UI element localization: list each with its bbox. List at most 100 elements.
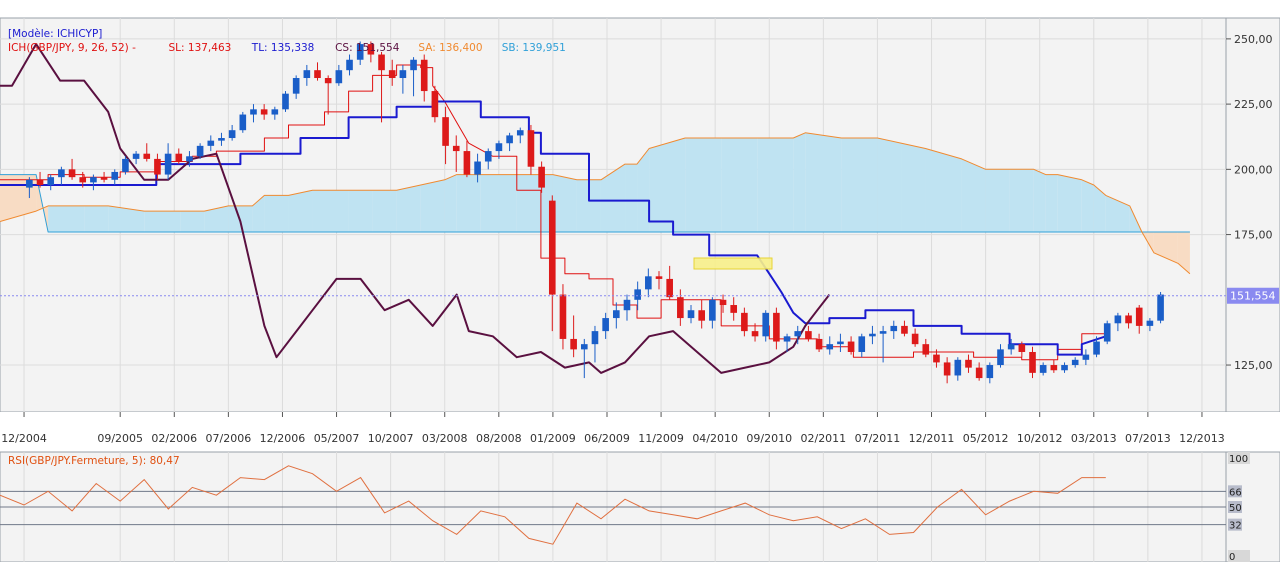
candle-body[interactable] <box>1114 315 1122 324</box>
candle-body[interactable] <box>1018 344 1026 352</box>
candle-body[interactable] <box>36 179 44 185</box>
candle-body[interactable] <box>388 70 396 79</box>
candle-body[interactable] <box>1103 323 1111 342</box>
candle-body[interactable] <box>719 299 727 306</box>
candle-body[interactable] <box>154 158 161 175</box>
candle-body[interactable] <box>901 325 908 334</box>
candle-body[interactable] <box>356 44 364 60</box>
highlight-annotation[interactable] <box>693 257 773 270</box>
candle-body[interactable] <box>303 70 311 79</box>
candle-body[interactable] <box>645 276 652 290</box>
candle-body[interactable] <box>751 331 759 337</box>
candle-body[interactable] <box>837 341 844 345</box>
candle-body[interactable] <box>79 177 87 183</box>
candle-body[interactable] <box>677 297 684 319</box>
candle-body[interactable] <box>431 91 439 118</box>
candle-body[interactable] <box>783 336 791 342</box>
candle-body[interactable] <box>933 354 940 363</box>
candle-body[interactable] <box>805 331 812 339</box>
candle-body[interactable] <box>100 177 108 180</box>
candle-body[interactable] <box>474 161 481 175</box>
candle-body[interactable] <box>666 278 673 298</box>
candle-body[interactable] <box>410 59 417 71</box>
candle-body[interactable] <box>1039 365 1047 373</box>
candle-body[interactable] <box>228 130 236 139</box>
candle-body[interactable] <box>655 276 663 279</box>
candle-body[interactable] <box>879 331 887 334</box>
candle-body[interactable] <box>58 169 65 178</box>
candle-body[interactable] <box>911 333 919 345</box>
candle-body[interactable] <box>367 44 375 55</box>
candle-body[interactable] <box>559 294 567 339</box>
candle-body[interactable] <box>580 344 588 350</box>
candle-body[interactable] <box>314 70 321 79</box>
candle-body[interactable] <box>709 299 716 321</box>
candle-body[interactable] <box>335 70 343 84</box>
candle-body[interactable] <box>47 177 55 185</box>
candle-body[interactable] <box>634 289 641 300</box>
candle-body[interactable] <box>164 153 172 175</box>
candle-body[interactable] <box>527 130 535 167</box>
candle-body[interactable] <box>420 59 428 92</box>
candle-body[interactable] <box>346 59 353 71</box>
candle-body[interactable] <box>207 140 215 146</box>
candle-body[interactable] <box>186 156 193 162</box>
candle-body[interactable] <box>399 70 407 79</box>
candle-body[interactable] <box>1135 307 1143 326</box>
candle-body[interactable] <box>1029 351 1036 373</box>
candle-body[interactable] <box>260 109 268 115</box>
candle-body[interactable] <box>1061 365 1068 371</box>
candle-body[interactable] <box>282 93 289 110</box>
candle-body[interactable] <box>506 135 513 144</box>
candle-body[interactable] <box>218 138 225 141</box>
candle-body[interactable] <box>324 78 332 84</box>
candle-body[interactable] <box>1125 315 1132 324</box>
candle-body[interactable] <box>239 114 247 131</box>
candle-body[interactable] <box>826 344 834 350</box>
candle-body[interactable] <box>975 367 983 379</box>
candle-body[interactable] <box>591 331 599 345</box>
candle-body[interactable] <box>773 312 780 342</box>
candle-body[interactable] <box>1007 344 1015 350</box>
candle-body[interactable] <box>378 54 385 71</box>
candle-body[interactable] <box>538 166 545 188</box>
candle-body[interactable] <box>111 171 119 180</box>
candle-body[interactable] <box>1093 341 1100 355</box>
candle-body[interactable] <box>26 179 33 188</box>
candle-body[interactable] <box>143 153 151 159</box>
candle-body[interactable] <box>1146 320 1154 326</box>
candle-body[interactable] <box>484 151 492 162</box>
candle-body[interactable] <box>1157 294 1164 321</box>
candle-body[interactable] <box>463 151 471 175</box>
candle-body[interactable] <box>250 109 257 115</box>
candle-body[interactable] <box>613 310 620 319</box>
candle-body[interactable] <box>1082 354 1090 360</box>
candle-body[interactable] <box>68 169 76 178</box>
candle-body[interactable] <box>741 312 748 332</box>
candle-body[interactable] <box>90 177 97 183</box>
candle-body[interactable] <box>1050 365 1058 371</box>
candle-body[interactable] <box>815 338 823 350</box>
candle-body[interactable] <box>122 158 129 172</box>
candle-body[interactable] <box>997 349 1004 366</box>
candle-body[interactable] <box>687 310 695 319</box>
candle-body[interactable] <box>943 362 951 376</box>
candle-body[interactable] <box>570 338 577 350</box>
candle-body[interactable] <box>442 117 449 146</box>
candle-body[interactable] <box>762 312 770 337</box>
candle-body[interactable] <box>986 365 994 379</box>
candle-body[interactable] <box>794 331 802 337</box>
candle-body[interactable] <box>602 318 609 332</box>
candle-body[interactable] <box>452 145 460 152</box>
candle-body[interactable] <box>730 305 738 313</box>
candle-body[interactable] <box>869 333 876 337</box>
candle-body[interactable] <box>965 359 972 368</box>
candle-body[interactable] <box>175 153 183 162</box>
candle-body[interactable] <box>132 153 140 159</box>
main-price-axis[interactable] <box>1225 17 1280 413</box>
candle-body[interactable] <box>954 359 962 376</box>
candle-body[interactable] <box>1071 359 1079 366</box>
candle-body[interactable] <box>548 200 556 295</box>
candle-body[interactable] <box>698 310 705 321</box>
